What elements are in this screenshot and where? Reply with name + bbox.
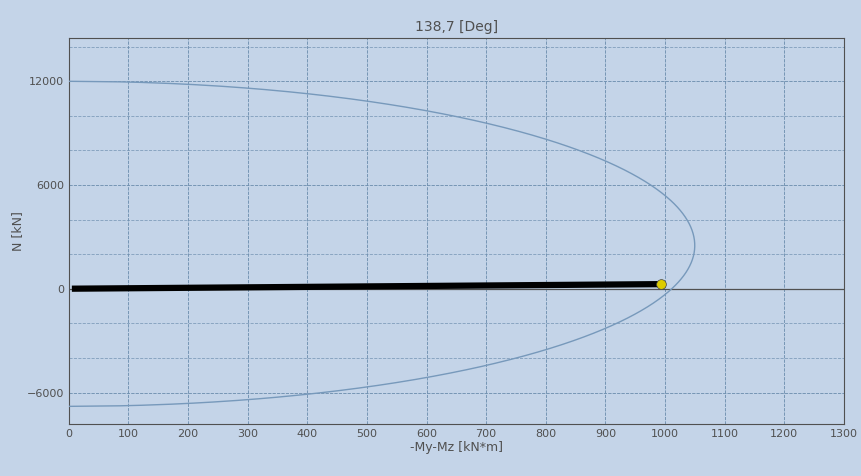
Title: 138,7 [Deg]: 138,7 [Deg]: [415, 20, 498, 34]
Y-axis label: N [kN]: N [kN]: [11, 211, 24, 251]
X-axis label: -My-Mz [kN*m]: -My-Mz [kN*m]: [410, 441, 503, 454]
